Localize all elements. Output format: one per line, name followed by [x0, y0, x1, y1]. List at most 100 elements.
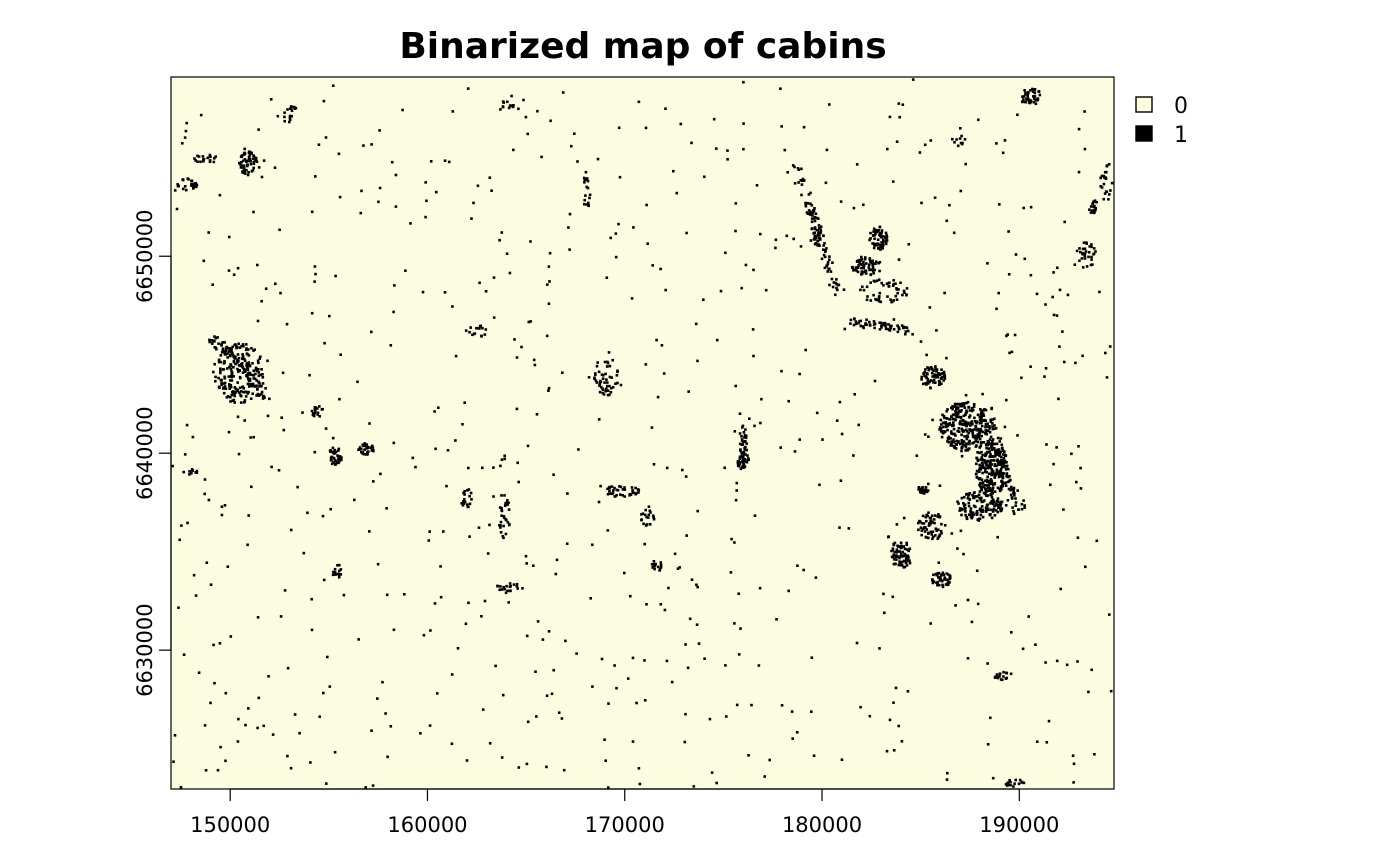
cabin-cell	[991, 498, 995, 501]
cabin-cell	[652, 516, 655, 519]
cabin-cell	[1047, 719, 1051, 723]
cabin-cell	[232, 375, 235, 378]
cabin-cell	[960, 134, 963, 138]
cabin-cell	[899, 562, 903, 565]
cabin-cell	[884, 231, 888, 235]
cabin-cell	[683, 740, 687, 744]
cabin-cell	[907, 556, 910, 559]
cabin-cell	[947, 435, 951, 439]
cabin-cell	[954, 442, 958, 446]
cabin-cell	[232, 366, 235, 369]
cabin-cell	[860, 270, 864, 273]
cabin-cell	[310, 597, 313, 601]
cabin-cell	[911, 333, 914, 336]
cabin-cell	[933, 373, 936, 377]
cabin-cell	[414, 465, 417, 469]
cabin-cell	[872, 246, 876, 250]
cabin-cell	[939, 418, 943, 422]
cabin-cell	[243, 419, 246, 422]
cabin-cell	[964, 449, 967, 452]
cabin-cell	[288, 107, 292, 110]
cabin-cell	[978, 483, 981, 487]
cabin-cell	[932, 573, 935, 577]
cabin-cell	[260, 390, 264, 394]
cabin-cell	[247, 159, 251, 163]
cabin-cell	[981, 471, 984, 475]
cabin-cell	[670, 680, 674, 684]
cabin-cell	[839, 479, 843, 482]
cabin-cell	[965, 430, 969, 433]
cabin-cell	[1012, 486, 1016, 490]
cabin-cell	[823, 242, 826, 245]
cabin-cell	[887, 282, 890, 285]
cabin-cell	[1007, 467, 1010, 471]
cabin-cell	[498, 506, 502, 509]
cabin-cell	[942, 421, 946, 425]
cabin-cell	[809, 211, 812, 215]
cabin-cell	[742, 122, 745, 125]
cabin-cell	[897, 102, 901, 105]
cabin-cell	[512, 148, 515, 152]
cabin-cell	[1091, 202, 1094, 206]
cabin-cell	[513, 338, 516, 341]
cabin-cell	[602, 393, 606, 396]
cabin-cell	[996, 510, 999, 514]
cabin-cell	[733, 622, 736, 625]
cabin-cell	[737, 460, 741, 463]
cabin-cell	[947, 437, 950, 441]
cabin-cell	[1014, 253, 1018, 256]
cabin-cell	[1081, 252, 1084, 256]
cabin-cell	[586, 179, 590, 183]
cabin-cell	[978, 431, 981, 434]
cabin-cell	[451, 305, 454, 308]
cabin-cell	[640, 518, 643, 521]
cabin-cell	[1005, 398, 1008, 402]
cabin-cell	[967, 513, 971, 516]
cabin-cell	[937, 583, 941, 587]
cabin-cell	[900, 564, 904, 567]
cabin-cell	[255, 394, 258, 397]
cabin-cell	[254, 366, 258, 370]
cabin-cell	[980, 415, 983, 419]
cabin-cell	[623, 495, 626, 498]
cabin-cell	[926, 379, 930, 383]
cabin-cell	[317, 143, 321, 146]
cabin-cell	[466, 87, 470, 90]
cabin-cell	[548, 251, 552, 255]
cabin-cell	[983, 459, 986, 462]
cabin-cell	[991, 502, 995, 505]
cabin-cell	[880, 235, 883, 238]
cabin-cell	[860, 266, 863, 270]
cabin-cell	[865, 298, 869, 302]
cabin-cell	[1006, 499, 1010, 502]
cabin-cell	[257, 696, 261, 700]
cabin-cell	[895, 554, 898, 557]
cabin-cell	[799, 245, 803, 248]
cabin-cell	[695, 583, 698, 587]
cabin-cell	[935, 373, 938, 377]
cabin-cell	[636, 488, 640, 491]
cabin-cell	[984, 422, 988, 426]
cabin-cell	[466, 503, 469, 506]
cabin-cell	[583, 198, 586, 202]
cabin-cell	[922, 492, 926, 495]
cabin-cell	[614, 232, 618, 235]
cabin-cell	[504, 501, 507, 505]
cabin-cell	[967, 440, 971, 444]
cabin-cell	[228, 350, 231, 353]
cabin-cell	[547, 630, 551, 633]
cabin-cell	[203, 724, 207, 727]
cabin-cell	[742, 80, 745, 84]
cabin-cell	[729, 571, 733, 574]
cabin-cell	[499, 585, 502, 588]
cabin-cell	[927, 382, 930, 385]
cabin-cell	[502, 524, 505, 528]
cabin-cell	[974, 425, 978, 428]
cabin-cell	[853, 317, 856, 320]
cabin-cell	[812, 209, 815, 212]
cabin-cell	[313, 280, 316, 283]
cabin-cell	[858, 320, 861, 323]
cabin-cell	[858, 261, 861, 264]
cabin-cell	[863, 257, 867, 261]
cabin-cell	[958, 403, 961, 406]
